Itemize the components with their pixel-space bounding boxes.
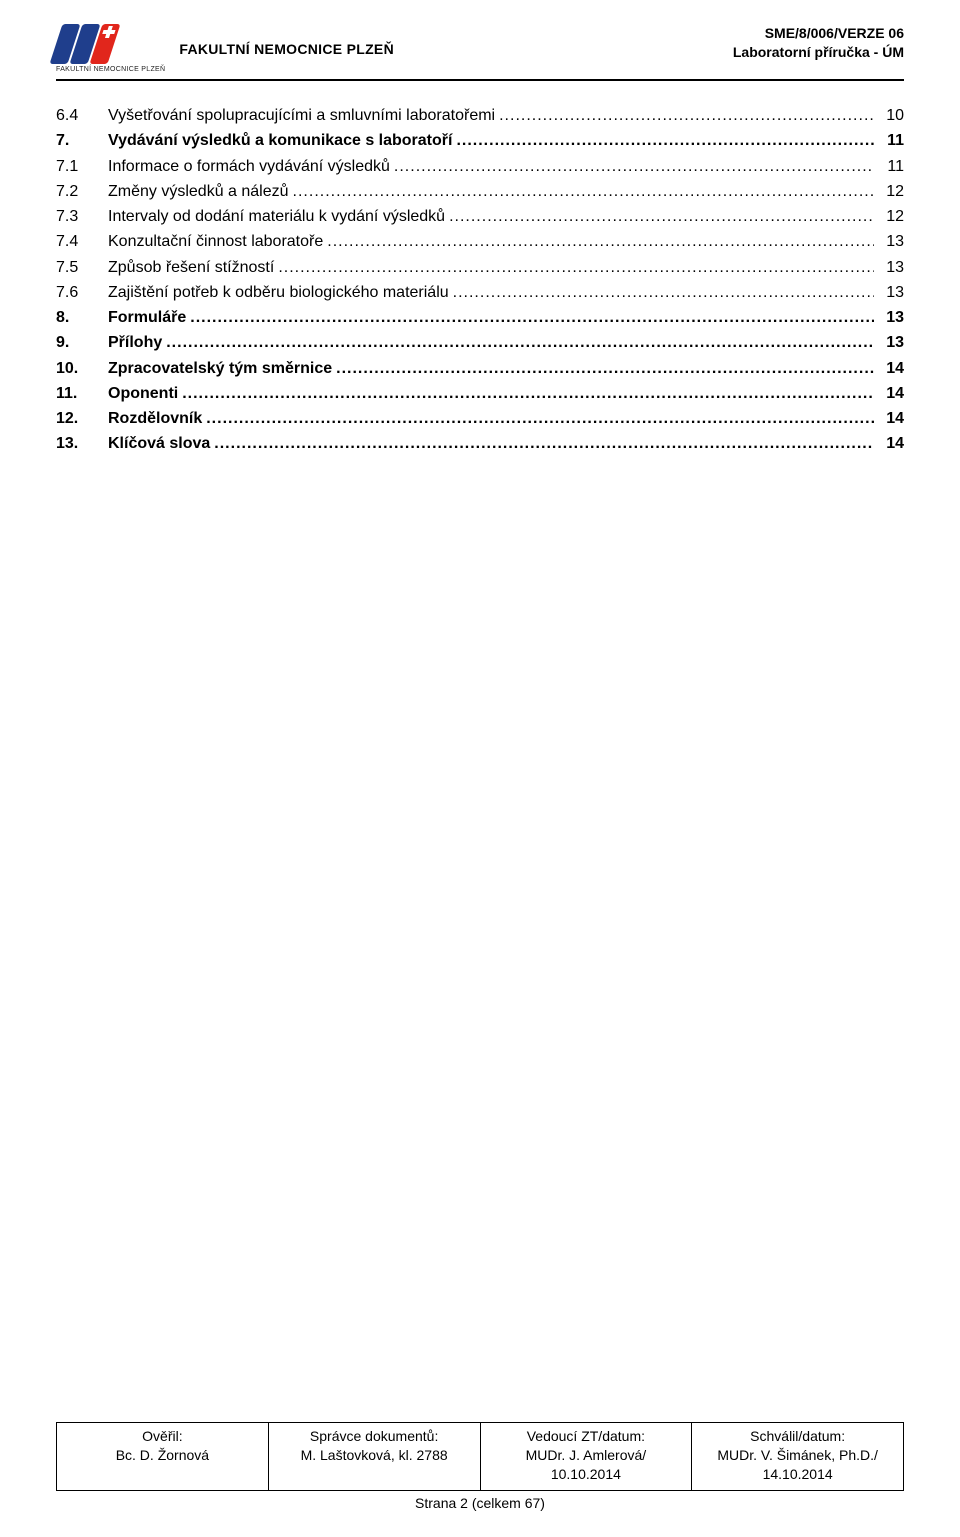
toc-title: Intervaly od dodání materiálu k vydání v… (108, 204, 445, 229)
footer-cell: Schválil/datum:MUDr. V. Šimánek, Ph.D./ … (692, 1423, 904, 1491)
footer-cell-value: MUDr. J. Amlerová/ 10.10.2014 (491, 1446, 682, 1484)
toc-number: 7.2 (56, 179, 108, 204)
toc-number: 7.3 (56, 204, 108, 229)
toc-number: 7.6 (56, 280, 108, 305)
toc-entry: 12.Rozdělovník 14 (56, 406, 904, 431)
toc-page: 14 (878, 356, 904, 381)
toc-leader-dots (453, 280, 874, 305)
toc-entry: 7.3Intervaly od dodání materiálu k vydán… (56, 204, 904, 229)
toc-leader-dots (499, 103, 874, 128)
toc-title: Informace o formách vydávání výsledků (108, 154, 390, 179)
toc-number: 7.1 (56, 154, 108, 179)
footer-cell: Správce dokumentů:M. Laštovková, kl. 278… (268, 1423, 480, 1491)
table-of-contents: 6.4Vyšetřování spolupracujícími a smluvn… (56, 103, 904, 457)
toc-number: 6.4 (56, 103, 108, 128)
toc-title: Vydávání výsledků a komunikace s laborat… (108, 128, 452, 153)
toc-entry: 9.Přílohy 13 (56, 330, 904, 355)
toc-entry: 7.6Zajištění potřeb k odběru biologickéh… (56, 280, 904, 305)
toc-title: Vyšetřování spolupracujícími a smluvními… (108, 103, 495, 128)
toc-number: 9. (56, 330, 108, 355)
toc-page: 13 (878, 229, 904, 254)
footer-cell-label: Schválil/datum: (702, 1427, 893, 1446)
toc-leader-dots (182, 381, 874, 406)
toc-entry: 11.Oponenti 14 (56, 381, 904, 406)
toc-title: Zajištění potřeb k odběru biologického m… (108, 280, 449, 305)
toc-number: 7.4 (56, 229, 108, 254)
page-header: FAKULTNÍ NEMOCNICE PLZEŇ FAKULTNÍ NEMOCN… (56, 24, 904, 81)
toc-entry: 6.4Vyšetřování spolupracujícími a smluvn… (56, 103, 904, 128)
org-logo: FAKULTNÍ NEMOCNICE PLZEŇ (56, 24, 165, 73)
toc-title: Rozdělovník (108, 406, 202, 431)
doc-title: Laboratorní příručka - ÚM (733, 43, 904, 62)
toc-number: 7. (56, 128, 108, 153)
page-number: Strana 2 (celkem 67) (56, 1495, 904, 1511)
toc-page: 13 (878, 305, 904, 330)
toc-page: 13 (878, 280, 904, 305)
footer-cell-value: MUDr. V. Šimánek, Ph.D./ 14.10.2014 (702, 1446, 893, 1484)
toc-leader-dots (206, 406, 874, 431)
toc-leader-dots (327, 229, 874, 254)
toc-leader-dots (456, 128, 874, 153)
toc-leader-dots (394, 154, 874, 179)
toc-leader-dots (166, 330, 874, 355)
doc-code: SME/8/006/VERZE 06 (733, 24, 904, 43)
logo-caption: FAKULTNÍ NEMOCNICE PLZEŇ (56, 66, 165, 73)
toc-entry: 13.Klíčová slova 14 (56, 431, 904, 456)
toc-leader-dots (190, 305, 874, 330)
toc-entry: 7.Vydávání výsledků a komunikace s labor… (56, 128, 904, 153)
toc-page: 14 (878, 381, 904, 406)
toc-entry: 8.Formuláře 13 (56, 305, 904, 330)
page-footer: Ověřil:Bc. D. ŽornováSprávce dokumentů:M… (56, 1422, 904, 1511)
toc-title: Zpracovatelský tým směrnice (108, 356, 332, 381)
toc-number: 13. (56, 431, 108, 456)
toc-number: 8. (56, 305, 108, 330)
footer-table: Ověřil:Bc. D. ŽornováSprávce dokumentů:M… (56, 1422, 904, 1491)
toc-page: 12 (878, 204, 904, 229)
header-left: FAKULTNÍ NEMOCNICE PLZEŇ FAKULTNÍ NEMOCN… (56, 24, 394, 73)
footer-cell-value: Bc. D. Žornová (67, 1446, 258, 1465)
toc-number: 7.5 (56, 255, 108, 280)
toc-title: Konzultační činnost laboratoře (108, 229, 323, 254)
toc-leader-dots (293, 179, 874, 204)
header-right: SME/8/006/VERZE 06 Laboratorní příručka … (733, 24, 904, 62)
toc-title: Změny výsledků a nálezů (108, 179, 289, 204)
toc-leader-dots (214, 431, 874, 456)
toc-title: Klíčová slova (108, 431, 210, 456)
org-name: FAKULTNÍ NEMOCNICE PLZEŇ (179, 41, 394, 57)
toc-number: 12. (56, 406, 108, 431)
toc-title: Přílohy (108, 330, 162, 355)
toc-entry: 7.2Změny výsledků a nálezů 12 (56, 179, 904, 204)
toc-page: 14 (878, 431, 904, 456)
footer-cell: Vedoucí ZT/datum:MUDr. J. Amlerová/ 10.1… (480, 1423, 692, 1491)
footer-cell-label: Vedoucí ZT/datum: (491, 1427, 682, 1446)
footer-cell-label: Ověřil: (67, 1427, 258, 1446)
toc-title: Způsob řešení stížností (108, 255, 274, 280)
toc-title: Oponenti (108, 381, 178, 406)
toc-page: 14 (878, 406, 904, 431)
toc-page: 13 (878, 255, 904, 280)
toc-leader-dots (449, 204, 874, 229)
toc-page: 13 (878, 330, 904, 355)
toc-entry: 7.5Způsob řešení stížností 13 (56, 255, 904, 280)
footer-cell-value: M. Laštovková, kl. 2788 (279, 1446, 470, 1465)
toc-entry: 10.Zpracovatelský tým směrnice 14 (56, 356, 904, 381)
toc-number: 10. (56, 356, 108, 381)
toc-page: 11 (878, 154, 904, 179)
toc-entry: 7.4Konzultační činnost laboratoře 13 (56, 229, 904, 254)
toc-entry: 7.1Informace o formách vydávání výsledků… (56, 154, 904, 179)
footer-cell: Ověřil:Bc. D. Žornová (57, 1423, 269, 1491)
toc-page: 12 (878, 179, 904, 204)
toc-number: 11. (56, 381, 108, 406)
toc-leader-dots (278, 255, 874, 280)
toc-leader-dots (336, 356, 874, 381)
footer-cell-label: Správce dokumentů: (279, 1427, 470, 1446)
toc-title: Formuláře (108, 305, 186, 330)
toc-page: 10 (878, 103, 904, 128)
toc-page: 11 (878, 128, 904, 153)
